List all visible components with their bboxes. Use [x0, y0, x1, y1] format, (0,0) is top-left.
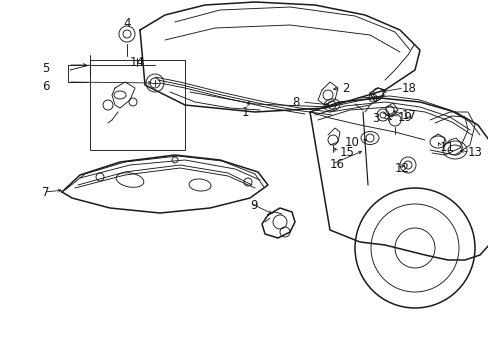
Text: 14: 14: [129, 55, 144, 68]
Text: 11: 11: [439, 140, 454, 153]
Text: 12: 12: [394, 162, 409, 175]
Text: 5: 5: [42, 62, 49, 75]
Text: 6: 6: [42, 80, 49, 93]
Text: 8: 8: [292, 95, 299, 108]
Text: 4: 4: [123, 17, 130, 30]
Text: 13: 13: [467, 145, 482, 158]
Text: 1: 1: [241, 105, 248, 118]
Text: 10: 10: [345, 135, 359, 149]
Circle shape: [146, 74, 163, 92]
Text: 3: 3: [372, 112, 379, 125]
Text: 9: 9: [249, 198, 257, 212]
Text: 19: 19: [397, 111, 412, 123]
Text: 15: 15: [339, 145, 354, 158]
Text: 7: 7: [42, 185, 49, 198]
Text: 16: 16: [329, 158, 345, 171]
Text: 2: 2: [341, 81, 349, 95]
Text: 17: 17: [401, 108, 416, 122]
Text: 18: 18: [401, 81, 416, 95]
Bar: [90, 60, 184, 150]
